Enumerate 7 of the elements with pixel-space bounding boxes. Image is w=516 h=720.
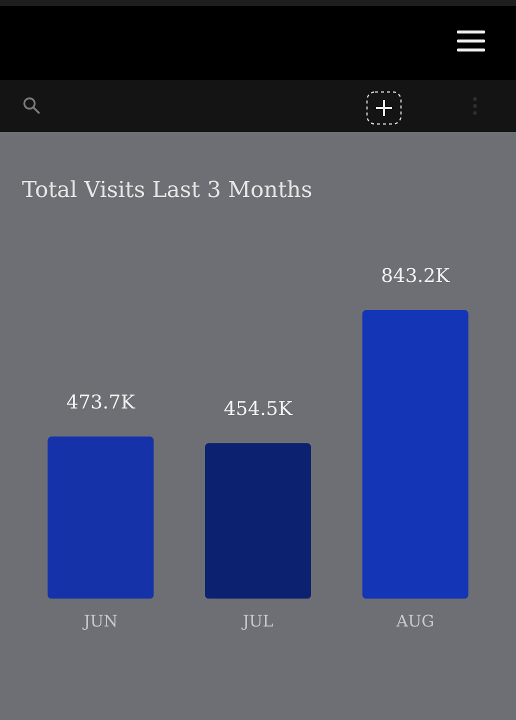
x-tick-label: JUN: [82, 612, 118, 631]
x-tick-label: JUL: [240, 612, 274, 631]
data-label: 843.2K: [381, 264, 450, 287]
chart-title: Total Visits Last 3 Months: [22, 177, 312, 205]
data-label: 473.7K: [66, 391, 136, 414]
data-label: 454.5K: [224, 398, 294, 420]
x-tick-label: AUG: [395, 612, 434, 631]
